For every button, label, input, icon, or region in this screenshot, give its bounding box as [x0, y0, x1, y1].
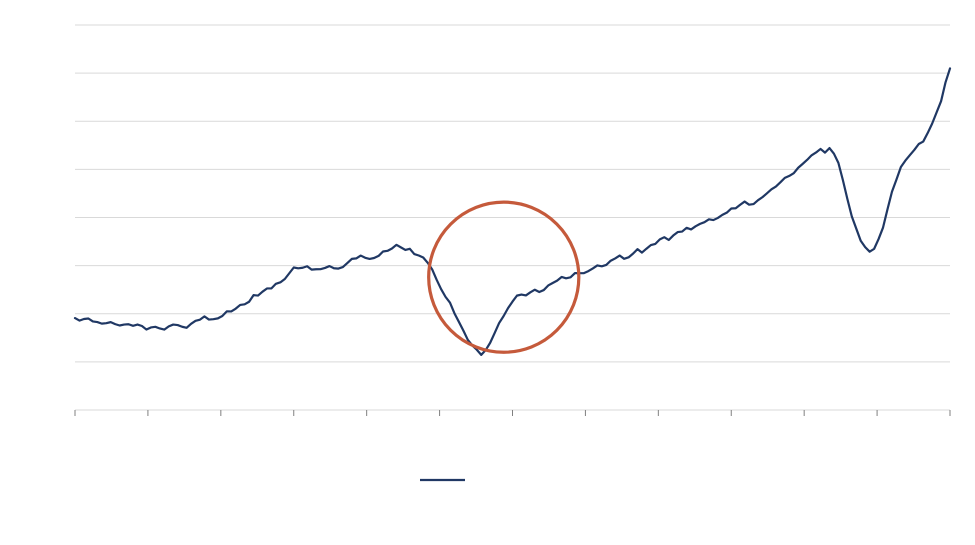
chart-svg [0, 0, 975, 545]
annotation-circle [429, 202, 579, 352]
series-line [75, 68, 950, 354]
line-chart [0, 0, 975, 545]
